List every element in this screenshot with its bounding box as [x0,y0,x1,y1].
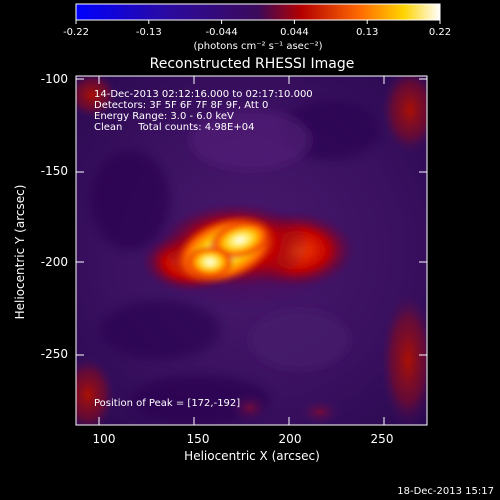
y-ticks [76,78,427,356]
rhessi-image [76,76,427,425]
colorbar-tick-label: 0.22 [429,27,451,38]
x-tick-label: 200 [279,432,302,446]
colorbar-tick-label: 0.13 [356,27,378,38]
x-axis-label: Heliocentric X (arcsec) [184,449,320,463]
x-ticks [98,76,385,425]
x-tick-label: 100 [93,432,116,446]
plot-frame [75,75,428,426]
colorbar-tick-label: -0.044 [205,27,237,38]
time-range-text: 14-Dec-2013 02:12:16.000 to 02:17:10.000 [94,89,313,100]
y-tick-label: -200 [41,255,68,269]
image-title: Reconstructed RHESSI Image [150,56,355,72]
colorbar-tick-label: -0.13 [136,27,162,38]
timestamp: 18-Dec-2013 15:17 [397,486,494,497]
colorbar: -0.22 -0.13 -0.044 0.044 0.13 0.22 (phot… [63,3,451,52]
detectors-text: Detectors: 3F 5F 6F 7F 8F 9F, Att 0 [94,100,268,111]
y-tick-label: -250 [41,347,68,361]
colorbar-tick-label: -0.22 [63,27,89,38]
x-tick-label: 250 [371,432,394,446]
y-tick-label: -150 [41,164,68,178]
clean-counts-text: Clean Total counts: 4.98E+04 [94,122,254,133]
colorbar-tick-label: 0.044 [280,27,309,38]
x-tick-label: 150 [187,432,210,446]
info-block: 14-Dec-2013 02:12:16.000 to 02:17:10.000… [94,89,313,133]
peak-position-text: Position of Peak = [172,-192] [94,398,240,409]
colorbar-units: (photons cm⁻² s⁻¹ asec⁻²) [193,41,322,52]
y-axis-label: Heliocentric Y (arcsec) [13,185,27,320]
y-tick-label: -100 [41,72,68,86]
energy-range-text: Energy Range: 3.0 - 6.0 keV [94,111,234,122]
